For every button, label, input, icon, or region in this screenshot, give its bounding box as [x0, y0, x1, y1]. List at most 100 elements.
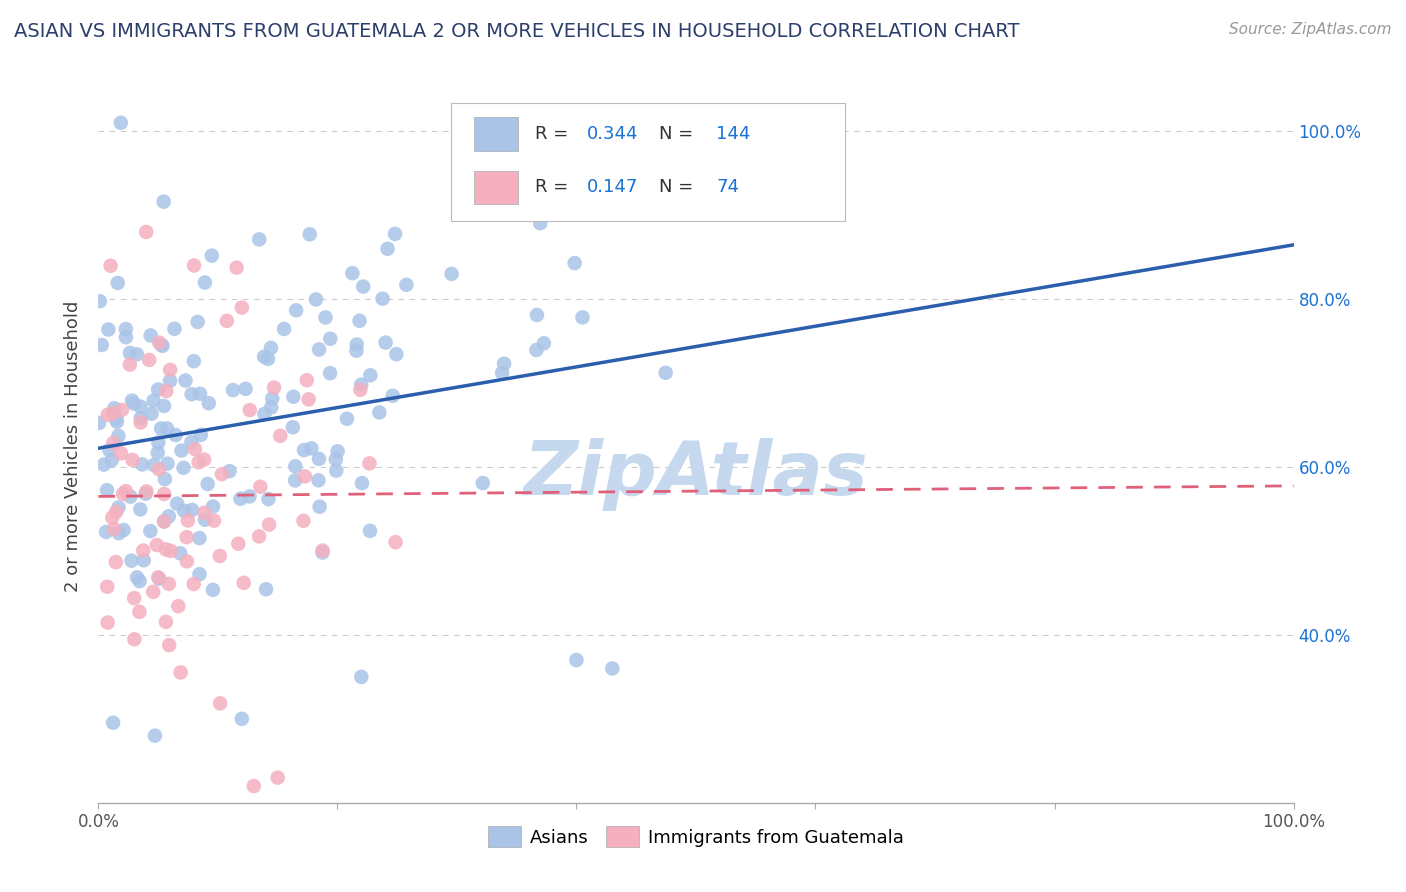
Point	[295, 373, 318, 387]
Point	[96, 580, 118, 594]
Point	[194, 513, 217, 527]
Point	[105, 505, 128, 519]
Point	[381, 389, 404, 403]
Point	[350, 476, 373, 491]
Point	[143, 729, 166, 743]
Point	[159, 363, 181, 377]
Point	[249, 480, 271, 494]
Point	[155, 542, 177, 557]
Point	[533, 336, 555, 351]
Point	[222, 383, 245, 397]
Point	[218, 464, 240, 478]
Point	[143, 458, 166, 472]
Point	[325, 464, 347, 478]
Point	[188, 567, 211, 582]
Point	[153, 487, 176, 501]
Point	[385, 347, 408, 361]
Point	[247, 232, 270, 246]
Point	[155, 615, 177, 629]
Point	[103, 401, 125, 416]
Point	[187, 455, 209, 469]
FancyBboxPatch shape	[474, 170, 517, 204]
Point	[215, 314, 238, 328]
Point	[89, 294, 111, 309]
Point	[359, 456, 381, 470]
Point	[305, 293, 328, 307]
Point	[181, 503, 204, 517]
Point	[166, 497, 188, 511]
Text: Source: ZipAtlas.com: Source: ZipAtlas.com	[1229, 22, 1392, 37]
Point	[165, 428, 187, 442]
Point	[122, 591, 145, 605]
Point	[111, 403, 134, 417]
Point	[311, 545, 333, 559]
Text: 144: 144	[716, 125, 751, 143]
Point	[135, 225, 157, 239]
Point	[231, 301, 253, 315]
Text: N =: N =	[659, 178, 699, 196]
Point	[97, 408, 120, 422]
Point	[122, 396, 145, 410]
Point	[97, 322, 120, 336]
Point	[120, 490, 142, 504]
Text: N =: N =	[659, 125, 699, 143]
Point	[146, 446, 169, 460]
Point	[350, 377, 373, 392]
Point	[294, 469, 316, 483]
Text: 0.147: 0.147	[588, 178, 638, 196]
Point	[254, 582, 277, 597]
Point	[247, 529, 270, 543]
Point	[152, 339, 174, 353]
Point	[308, 500, 330, 514]
Point	[170, 443, 193, 458]
Point	[146, 383, 169, 397]
Point	[146, 538, 169, 552]
Point	[262, 392, 284, 406]
Point	[156, 457, 179, 471]
Text: ASIAN VS IMMIGRANTS FROM GUATEMALA 2 OR MORE VEHICLES IN HOUSEHOLD CORRELATION C: ASIAN VS IMMIGRANTS FROM GUATEMALA 2 OR …	[14, 22, 1019, 41]
Point	[103, 436, 125, 450]
Point	[188, 531, 211, 545]
Point	[188, 386, 211, 401]
Point	[176, 530, 198, 544]
Point	[260, 401, 283, 415]
Point	[308, 451, 330, 466]
Point	[229, 491, 252, 506]
Point	[180, 387, 202, 401]
Point	[97, 615, 120, 630]
Point	[371, 292, 394, 306]
Point	[129, 416, 152, 430]
Point	[125, 347, 148, 361]
Point	[211, 467, 233, 482]
Point	[273, 322, 295, 336]
Point	[139, 524, 162, 538]
Point	[94, 524, 117, 539]
Point	[159, 544, 181, 558]
Point	[209, 696, 232, 710]
Point	[359, 368, 381, 383]
Point	[285, 303, 308, 318]
Point	[257, 491, 280, 506]
Point	[349, 314, 371, 328]
Point	[105, 412, 128, 426]
Point	[202, 500, 225, 514]
Point	[319, 332, 342, 346]
Point	[368, 405, 391, 419]
Point	[115, 484, 138, 499]
Point	[174, 374, 197, 388]
Point	[253, 407, 276, 421]
Point	[395, 277, 418, 292]
Point	[148, 435, 170, 450]
Point	[342, 266, 364, 280]
Point	[107, 276, 129, 290]
Point	[384, 227, 406, 241]
Point	[526, 343, 548, 357]
Point	[359, 524, 381, 538]
Point	[243, 779, 266, 793]
Point	[163, 322, 186, 336]
Point	[156, 421, 179, 435]
Point	[226, 537, 249, 551]
Point	[100, 259, 122, 273]
Point	[225, 260, 247, 275]
Point	[384, 535, 406, 549]
